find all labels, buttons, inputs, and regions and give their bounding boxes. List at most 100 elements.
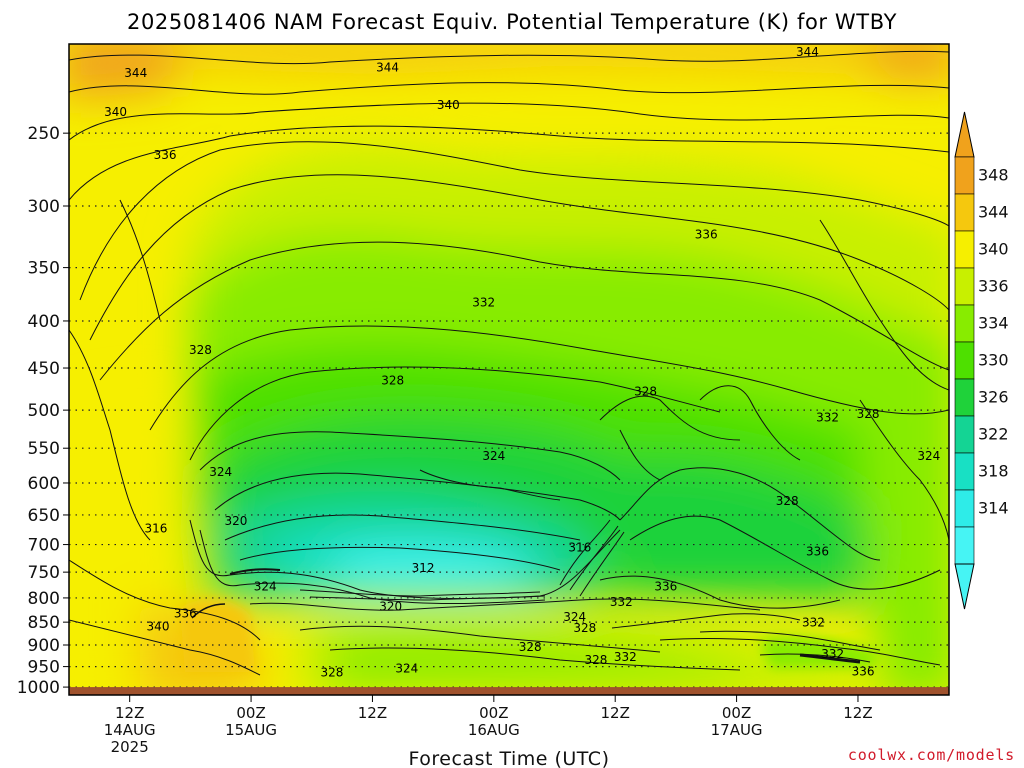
colorbar-segment <box>954 156 975 195</box>
colorbar-label: 322 <box>978 425 1009 444</box>
colorbar: 348 344 340 336 334 330 326 322 318 314 <box>954 111 1009 610</box>
colorbar-label: 344 <box>978 203 1009 222</box>
colorbar-label: 336 <box>978 277 1009 296</box>
colorbar-segment <box>954 526 975 565</box>
contour-label: 324 <box>254 579 277 593</box>
contour-lines <box>69 50 949 676</box>
contour-label: 328 <box>381 373 404 387</box>
contour-label: 328 <box>519 640 542 654</box>
colorbar-label: 314 <box>978 499 1009 518</box>
y-tick-label: 250 <box>28 124 60 144</box>
colorbar-segment <box>954 230 975 269</box>
y-tick-label: 900 <box>28 636 60 656</box>
ground-band <box>69 687 949 695</box>
x-tick-label: 00Z <box>479 704 508 722</box>
colorbar-extend-top <box>954 111 975 158</box>
colorbar-label: 348 <box>978 166 1009 185</box>
x-tick-label: 00Z <box>236 704 265 722</box>
contour-label: 328 <box>634 384 657 398</box>
y-tick-label: 950 <box>28 658 60 678</box>
colorbar-label: 340 <box>978 240 1009 259</box>
x-tick-label: 14AUG <box>104 721 156 739</box>
contour-label: 344 <box>376 60 399 74</box>
contour-label: 336 <box>174 607 197 621</box>
contour-label: 324 <box>917 449 940 463</box>
x-tick-label: 12Z <box>115 704 144 722</box>
contour-label: 332 <box>816 410 839 424</box>
contour-label: 320 <box>224 514 247 528</box>
contour-label: 336 <box>654 579 677 593</box>
x-tick-label: 17AUG <box>711 721 763 739</box>
contour-labels: 344 344 344 340 340 336 336 336 332 328 328 328 332 3… <box>0 45 940 680</box>
contour-label: 316 <box>145 521 168 535</box>
colorbar-label: 318 <box>978 462 1009 481</box>
colorbar-segment <box>954 415 975 454</box>
contour-label: 328 <box>189 343 212 357</box>
colorbar-label: 330 <box>978 351 1009 370</box>
colorbar-segment <box>954 267 975 306</box>
colorbar-segment <box>954 304 975 343</box>
colorbar-segment <box>954 193 975 232</box>
x-axis-label: Forecast Time (UTC) <box>409 748 610 768</box>
colorbar-segment <box>954 378 975 417</box>
contour-label: 324 <box>395 661 418 675</box>
contour-label: 328 <box>776 494 799 508</box>
contour-label: 336 <box>852 665 875 679</box>
colorbar-segment <box>954 452 975 491</box>
contour-label: 324 <box>209 465 232 479</box>
colorbar-extend-bottom <box>954 563 975 610</box>
contour-label: 332 <box>610 595 633 609</box>
y-tick-label: 1000 <box>17 678 60 698</box>
contour-label: 336 <box>154 148 177 162</box>
colorbar-segment <box>954 489 975 528</box>
contour-label: 332 <box>802 616 825 630</box>
contour-label: 328 <box>585 653 608 667</box>
colorbar-segment <box>954 341 975 380</box>
y-tick-label: 400 <box>28 312 60 332</box>
y-tick-label: 650 <box>28 506 60 526</box>
contour-label: 312 <box>412 561 435 575</box>
y-tick-label: 800 <box>28 589 60 609</box>
x-tick-label: 16AUG <box>468 721 520 739</box>
contour-label: 332 <box>821 647 844 661</box>
x-tick-label: 12Z <box>843 704 872 722</box>
x-tick-label: 00Z <box>722 704 751 722</box>
contour-label: 316 <box>568 540 591 554</box>
colorbar-label: 334 <box>978 314 1009 333</box>
contour-label: 336 <box>695 227 718 241</box>
plot-area: 344 344 344 340 340 336 336 336 332 328 328 328 332 3… <box>0 44 949 695</box>
y-tick-label: 850 <box>28 613 60 633</box>
contour-label: 340 <box>437 98 460 112</box>
contour-label: 324 <box>563 610 586 624</box>
x-tick-label: 2025 <box>111 738 149 756</box>
contour-label: 332 <box>0 391 8 405</box>
y-tick-label: 600 <box>28 474 60 494</box>
y-axis: 250 300 350 400 450 500 550 600 650 700 750 800 850 9… <box>17 124 69 698</box>
contour-label: 344 <box>124 66 147 80</box>
contour-label: 336 <box>806 544 829 558</box>
contour-label: 328 <box>573 621 596 635</box>
y-tick-label: 700 <box>28 536 60 556</box>
x-tick-label: 12Z <box>601 704 630 722</box>
y-tick-label: 450 <box>28 359 60 379</box>
contour-label: 324 <box>482 449 505 463</box>
y-tick-label: 350 <box>28 259 60 279</box>
contour-label: 336 <box>0 307 16 321</box>
credit-text: coolwx.com/models <box>848 746 1015 764</box>
contour-label: 332 <box>472 296 495 310</box>
y-tick-label: 300 <box>28 197 60 217</box>
contour-label: 328 <box>857 407 880 421</box>
contour-label: 320 <box>379 599 402 613</box>
theta-e-field <box>69 44 949 695</box>
contour-label: 340 <box>104 105 127 119</box>
y-tick-label: 550 <box>28 439 60 459</box>
contour-label: 340 <box>147 619 170 633</box>
colorbar-label: 326 <box>978 388 1009 407</box>
x-tick-label: 12Z <box>358 704 387 722</box>
contour-label: 332 <box>614 650 637 664</box>
contour-label: 344 <box>796 45 819 59</box>
y-tick-label: 750 <box>28 563 60 583</box>
y-tick-label: 500 <box>28 401 60 421</box>
